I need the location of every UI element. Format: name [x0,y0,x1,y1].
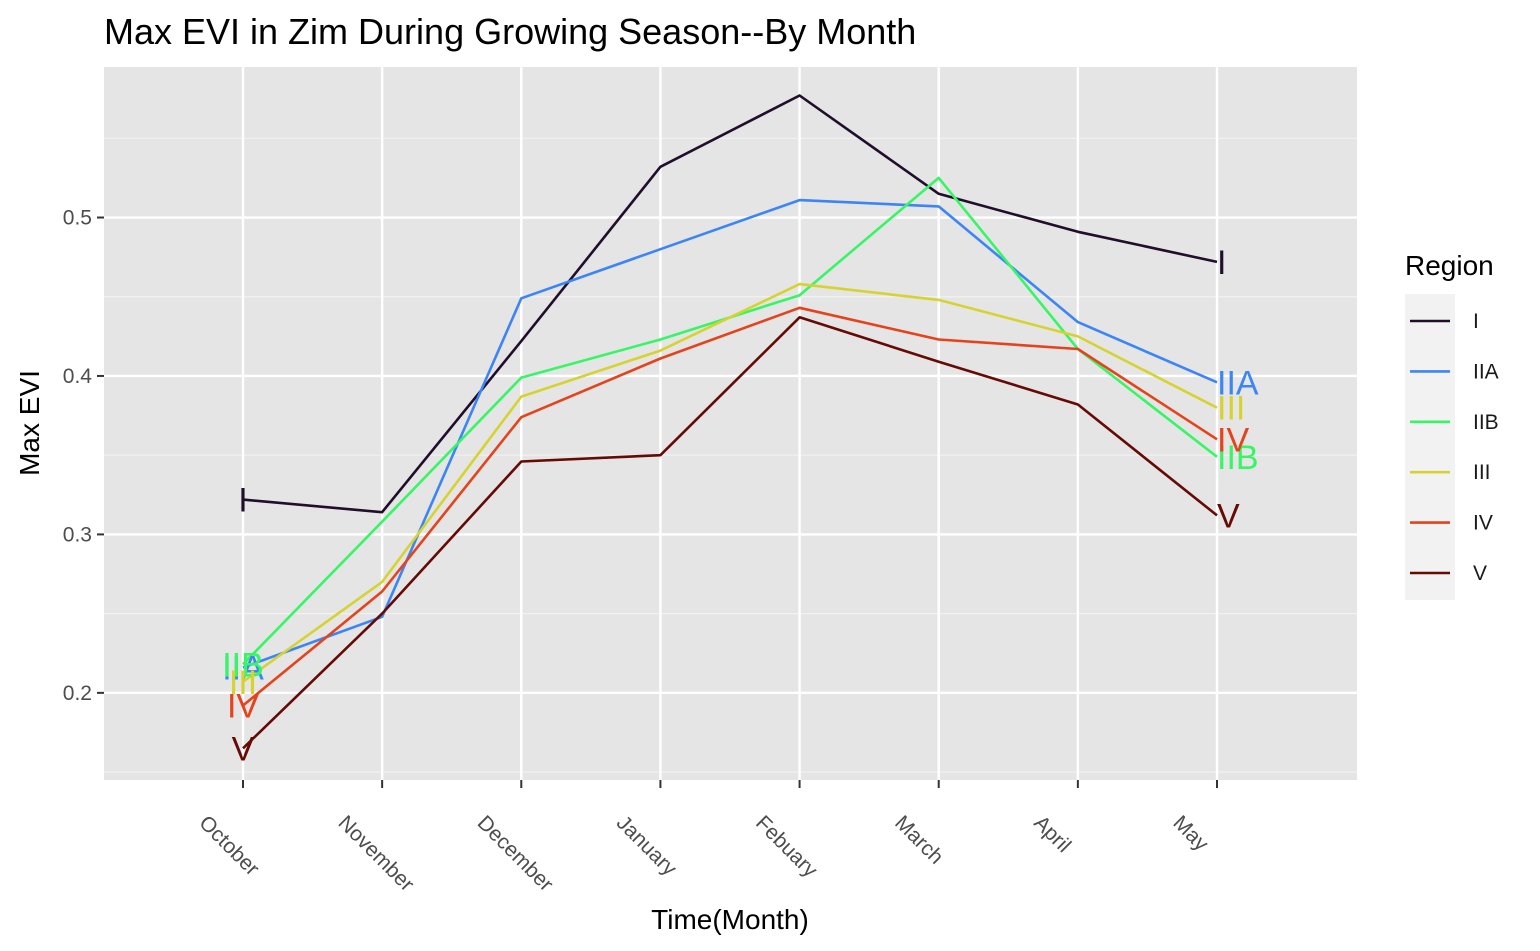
legend-key-background [1405,294,1455,600]
legend-label-iv: IV [1473,512,1493,535]
series-line-iv [242,306,1218,707]
y-tick-label: 0.4 [63,365,93,388]
plot-panel [104,67,1357,780]
series-start-label: I [238,482,247,520]
legend-label-i: I [1473,310,1479,333]
y-tick-label: 0.3 [63,523,92,546]
series-end-label: I [1217,244,1226,282]
x-tick-label: December [473,811,558,896]
series-line-i [242,94,1218,514]
series-end-label: V [1217,497,1240,535]
x-tick-label: March [890,811,948,869]
series-lines [242,94,1218,750]
series-end-label: IIB [1217,439,1259,477]
x-tick-label: November [334,811,419,896]
series-end-label: IV [1217,421,1249,459]
x-tick-label: January [612,811,681,880]
legend-label-iii: III [1473,461,1491,484]
y-axis-title: Max EVI [14,370,45,476]
series-line-v [242,315,1218,750]
series-start-label: III [229,664,257,702]
series-start-label: V [232,730,255,768]
grid-lines [104,67,1357,780]
chart-title: Max EVI in Zim During Growing Season--By… [104,11,916,52]
series-start-label: IIA [222,650,264,688]
legend: Region I IIA IIB III IV V [1405,250,1499,600]
legend-title: Region [1405,250,1494,281]
x-tick-label: April [1029,811,1075,857]
x-axis: October November December January Febuary Mar… [194,780,1218,896]
x-axis-title: Time(Month) [651,904,809,935]
legend-label-iia: IIA [1473,360,1499,383]
x-tick-label: October [194,811,263,880]
series-line-iii [242,282,1218,683]
legend-label-v: V [1473,562,1487,585]
series-end-label: IIA [1217,364,1259,402]
y-axis: 0.2 0.3 0.4 0.5 [63,207,104,705]
x-tick-label: May [1168,811,1213,856]
series-start-label: IIB [222,646,264,684]
x-tick-label: Febuary [751,811,822,882]
legend-label-iib: IIB [1473,411,1499,434]
series-start-label: IV [227,688,259,726]
y-tick-label: 0.5 [63,207,92,230]
series-end-label: III [1217,390,1245,428]
y-tick-label: 0.2 [63,682,92,705]
